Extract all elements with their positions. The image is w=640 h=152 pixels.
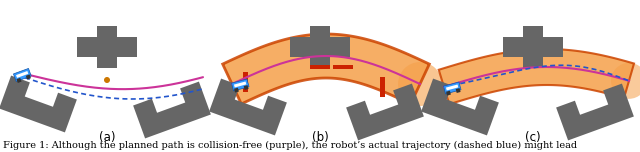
Polygon shape — [446, 85, 458, 90]
Polygon shape — [223, 34, 429, 104]
Polygon shape — [232, 79, 249, 91]
Polygon shape — [0, 76, 77, 132]
Polygon shape — [209, 79, 287, 135]
Polygon shape — [346, 84, 424, 140]
Bar — [310, 65, 330, 69]
Bar — [243, 72, 248, 92]
Polygon shape — [26, 74, 31, 79]
Bar — [428, 22, 636, 130]
Polygon shape — [133, 82, 211, 138]
Text: Figure 1: Although the planned path is collision-free (purple), the robot’s actu: Figure 1: Although the planned path is c… — [3, 140, 577, 150]
Polygon shape — [444, 82, 461, 94]
Polygon shape — [503, 26, 563, 68]
Bar — [215, 22, 423, 130]
Polygon shape — [244, 85, 248, 90]
Polygon shape — [439, 49, 634, 104]
Text: (b): (b) — [312, 131, 328, 145]
Circle shape — [611, 63, 640, 99]
Polygon shape — [234, 88, 239, 93]
Polygon shape — [446, 91, 451, 96]
Polygon shape — [234, 81, 246, 88]
Text: (a): (a) — [99, 131, 115, 145]
Circle shape — [104, 77, 110, 83]
Bar — [333, 65, 353, 69]
Polygon shape — [17, 78, 22, 83]
Text: (c): (c) — [525, 131, 541, 145]
Polygon shape — [456, 88, 461, 93]
Bar — [380, 77, 385, 97]
Polygon shape — [13, 68, 31, 81]
Polygon shape — [421, 79, 499, 135]
Circle shape — [398, 62, 442, 106]
Polygon shape — [16, 71, 28, 78]
Bar — [2, 22, 210, 130]
Polygon shape — [77, 26, 137, 68]
Polygon shape — [556, 84, 634, 140]
Polygon shape — [290, 26, 350, 68]
